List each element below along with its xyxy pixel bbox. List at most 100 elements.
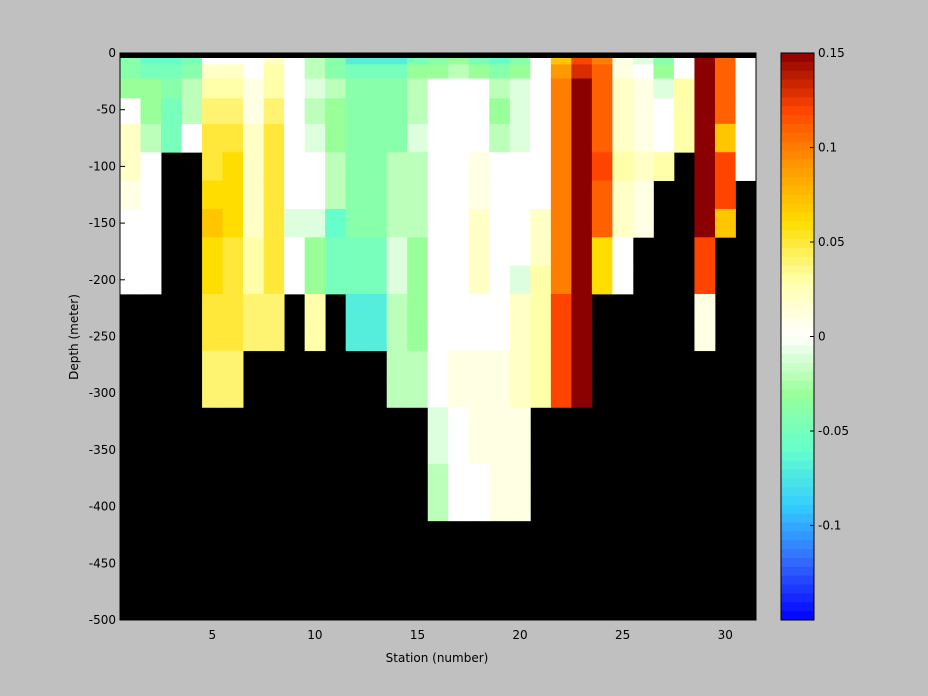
heatmap-cell [571,379,593,408]
heatmap-cell [427,237,449,267]
heatmap-cell [735,64,757,79]
heatmap-cell [386,98,408,125]
heatmap-cell [571,53,593,65]
heatmap-cell [222,152,244,181]
heatmap-cell [263,152,285,181]
heatmap-cell [714,64,736,79]
heatmap-cell [653,123,675,153]
colorbar-band [781,79,814,89]
colorbar-band [781,549,814,559]
colorbar-band [781,212,814,222]
heatmap-cell [550,64,572,79]
colorbar-band [781,256,814,267]
heatmap-cell [427,379,449,408]
heatmap-cell [202,53,223,65]
heatmap-cell [735,98,757,125]
colorbar-band [781,283,814,293]
heatmap-cell [448,435,470,465]
heatmap-cell [530,237,552,267]
y-tick-label: -200 [89,273,116,287]
heatmap-cell [120,123,141,153]
colorbar-band [781,318,814,329]
heatmap-cell [284,78,306,99]
x-tick-label: 5 [209,628,217,642]
heatmap-cell [612,123,634,153]
heatmap-cell [263,64,285,79]
heatmap-cell [714,152,736,181]
heatmap-cell [735,53,757,65]
heatmap-cell [448,293,470,323]
heatmap-cell [530,293,552,323]
heatmap-cell [407,123,429,153]
colorbar-band [781,141,814,151]
heatmap-cell [345,152,367,181]
heatmap-cell [202,64,223,79]
colorbar-band [781,221,814,231]
heatmap-cell [181,98,203,125]
heatmap-cell [345,265,367,295]
heatmap-cell [550,78,572,99]
colorbar-band [781,274,814,284]
heatmap-cell [304,64,326,79]
heatmap-cell [714,98,736,125]
heatmap-cell [448,123,470,153]
x-tick-label: 25 [615,628,630,642]
heatmap-cell [530,78,552,99]
heatmap-cell [181,123,203,153]
heatmap-cell [530,152,552,181]
colorbar-band [781,584,814,594]
heatmap-cell [263,208,285,238]
heatmap-cell [120,265,141,295]
colorbar-band [781,53,814,63]
heatmap-cell [653,98,675,125]
colorbar-band [781,336,814,346]
heatmap-cell [591,64,613,79]
heatmap-cell [222,265,244,295]
colorbar-band [781,363,814,373]
heatmap-cell [632,208,654,238]
y-tick-label: -250 [89,330,116,344]
heatmap-cell [427,464,449,493]
colorbar-tick-label: 0.1 [818,141,837,155]
heatmap-cell [161,98,182,125]
colorbar-band [781,327,814,337]
colorbar-band [781,495,814,506]
heatmap-cell [427,98,449,125]
heatmap-cell [530,64,552,79]
colorbar-tick-label: 0 [818,330,826,344]
heatmap-cell [468,64,490,79]
heatmap-cell [202,237,223,267]
heatmap-cell [468,208,490,238]
heatmap-cell [427,53,449,65]
heatmap-cell [222,53,244,65]
heatmap-cell [714,53,736,65]
heatmap-cell [366,123,388,153]
colorbar-band [781,540,814,550]
heatmap-cell [407,98,429,125]
heatmap-cell [304,208,326,238]
heatmap-cell [653,64,675,79]
heatmap-cell [448,208,470,238]
heatmap-cell [427,435,449,465]
colorbar-band [781,115,814,125]
heatmap-cell [571,322,593,352]
heatmap-cell [386,180,408,210]
heatmap-cell [263,322,285,352]
heatmap-cell [366,98,388,125]
heatmap-cell [386,265,408,295]
heatmap-cell [571,350,593,380]
heatmap-cell [489,98,511,125]
y-tick-label: -50 [96,103,116,117]
heatmap-cell [386,152,408,181]
heatmap-cell [550,53,572,65]
colorbar-band [781,433,814,444]
heatmap-cell [694,64,716,79]
heatmap-cell [489,180,511,210]
heatmap-cell [427,350,449,380]
heatmap-cell [591,265,613,295]
heatmap-cell [448,78,470,99]
heatmap-cell [407,350,429,380]
heatmap-cell [427,293,449,323]
colorbar-band [781,177,814,187]
